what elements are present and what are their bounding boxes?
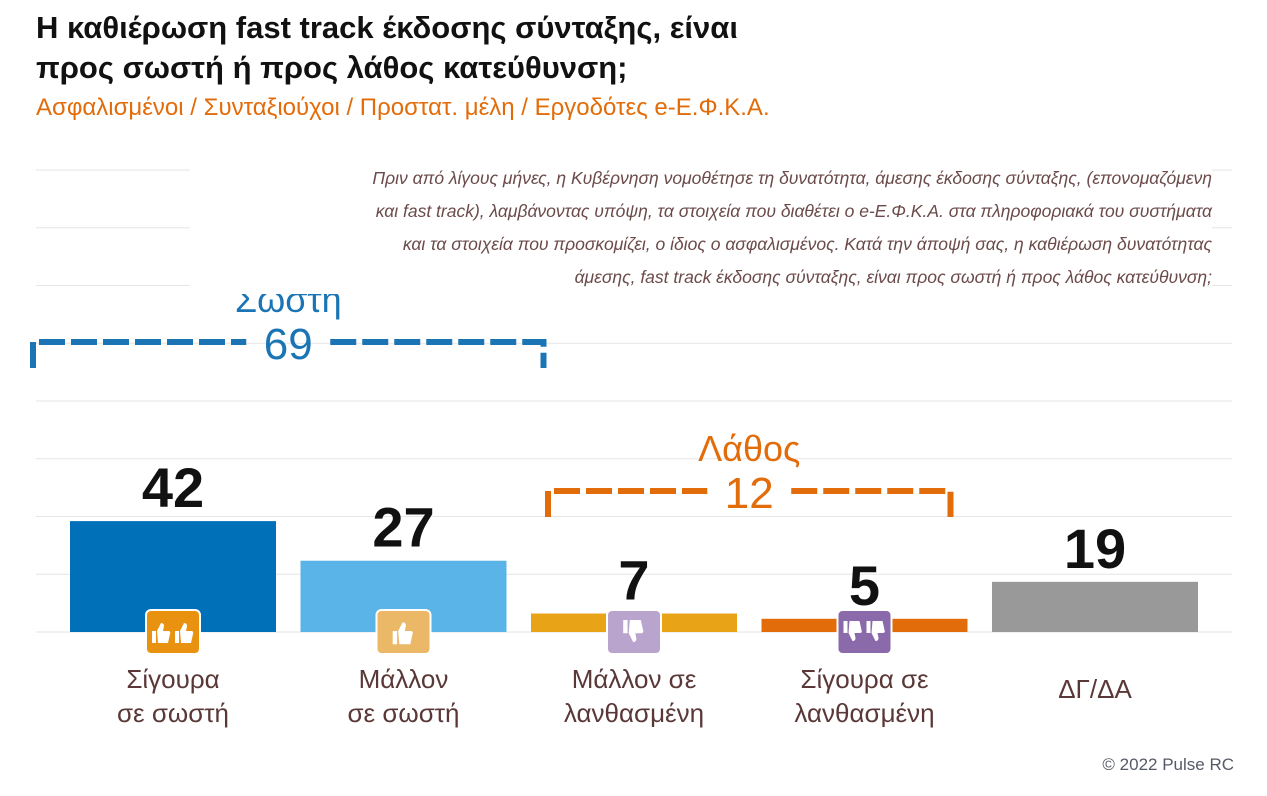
chart-title: Η καθιέρωση fast track έκδοσης σύνταξης,… bbox=[36, 8, 936, 88]
thumbs-up-double-icon bbox=[145, 609, 201, 655]
group-label: Λάθος bbox=[698, 428, 800, 469]
thumb-hand bbox=[157, 623, 171, 643]
thumb-cuff bbox=[623, 620, 628, 634]
thumb-glyph bbox=[866, 621, 885, 641]
thumb-glyph bbox=[392, 622, 413, 645]
category-label: Μάλλον σε bbox=[572, 664, 697, 694]
survey-question-line: και τα στοιχεία που προσκομίζει, ο ίδιος… bbox=[402, 234, 1212, 254]
chart-subtitle: Ασφαλισμένοι / Συνταξιούχοι / Προστατ. μ… bbox=[36, 94, 770, 121]
category-label: Σίγουρα bbox=[126, 664, 219, 694]
survey-question-line: άμεσης, fast track έκδοσης σύνταξης, είν… bbox=[574, 267, 1212, 287]
thumb-hand bbox=[180, 623, 194, 643]
thumb-glyph bbox=[843, 621, 862, 641]
bracket-right bbox=[330, 339, 547, 368]
category-label: ΔΓ/ΔΑ bbox=[1058, 674, 1132, 704]
category-label: σε σωστή bbox=[348, 698, 460, 728]
bracket-left bbox=[545, 488, 708, 517]
group-total: 12 bbox=[725, 469, 774, 518]
copyright-notice: © 2022 Pulse RC bbox=[1102, 755, 1234, 774]
bar bbox=[992, 581, 1198, 632]
bracket-right bbox=[791, 488, 954, 517]
thumb-cuff bbox=[175, 631, 179, 643]
chart-title-line: Η καθιέρωση fast track έκδοσης σύνταξης,… bbox=[36, 10, 738, 45]
data-label: 5 bbox=[849, 554, 880, 617]
category-label: Σίγουρα σε bbox=[800, 664, 929, 694]
thumb-hand bbox=[848, 621, 862, 641]
survey-question: Πριν από λίγους μήνες, η Κυβέρνηση νομοθ… bbox=[190, 162, 1212, 294]
category-label: λανθασμένη bbox=[564, 698, 704, 728]
data-label: 7 bbox=[618, 549, 649, 612]
thumb-hand bbox=[398, 622, 413, 645]
group-total: 69 bbox=[264, 320, 313, 369]
thumbs-down-double-icon bbox=[836, 609, 893, 655]
category-label: Μάλλον bbox=[359, 664, 449, 694]
thumbs-up-icon bbox=[375, 609, 432, 655]
survey-question-line: Πριν από λίγους μήνες, η Κυβέρνηση νομοθ… bbox=[372, 168, 1212, 188]
thumb-glyph bbox=[175, 623, 194, 643]
data-label: 42 bbox=[142, 456, 204, 519]
thumb-hand bbox=[871, 621, 885, 641]
thumb-cuff bbox=[152, 631, 156, 643]
thumb-glyph bbox=[623, 620, 644, 642]
chart-title-line: προς σωστή ή προς λάθος κατεύθυνση; bbox=[36, 50, 628, 85]
thumbs-down-icon bbox=[606, 609, 662, 655]
survey-question-line: και fast track), λαμβάνοντας υπόψη, τα σ… bbox=[375, 201, 1212, 221]
data-label: 27 bbox=[372, 496, 434, 559]
thumb-cuff bbox=[843, 621, 848, 633]
data-label: 19 bbox=[1064, 517, 1126, 580]
category-label: λανθασμένη bbox=[794, 698, 934, 728]
thumb-hand bbox=[628, 620, 644, 642]
bracket-left bbox=[30, 339, 247, 368]
thumb-cuff bbox=[392, 631, 398, 645]
category-label: σε σωστή bbox=[117, 698, 229, 728]
thumb-cuff bbox=[866, 621, 871, 633]
thumb-glyph bbox=[152, 623, 171, 643]
